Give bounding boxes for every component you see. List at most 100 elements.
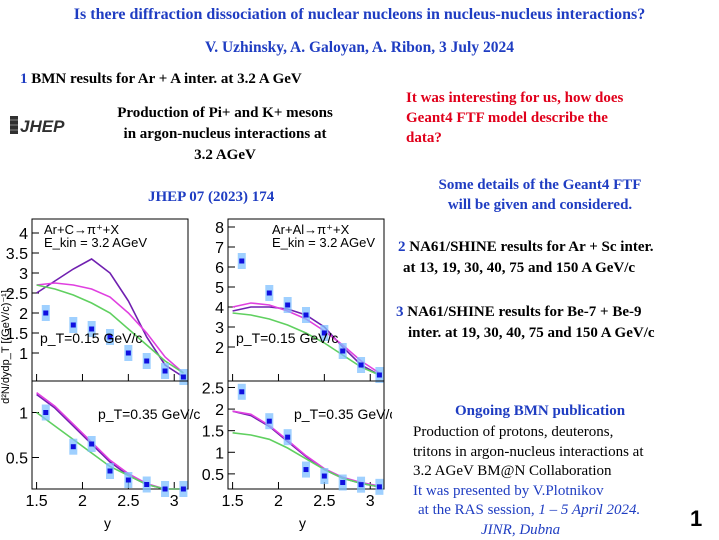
x-tick-label: 2.5 [313,493,335,510]
slide-title: Is there diffraction dissociation of nuc… [0,6,719,24]
ongoing-body: Production of protons, deuterons, triton… [413,423,644,540]
x-tick-label: 2 [274,493,283,510]
y-tick-label: 1 [215,445,224,462]
item2: 2 NA61/SHINE results for Ar + Sc inter. … [398,237,654,279]
data-point [144,482,149,487]
pt-label: p_T=0.35 GeV/c [294,406,392,422]
x-tick-label: 1.5 [25,493,47,510]
data-point [163,487,168,492]
y-tick-label: 1 [19,346,28,363]
y-tick-label: 7 [215,240,224,257]
pt-label: p_T=0.15 GeV/c [236,330,338,346]
x-tick-label: 3 [170,493,179,510]
details-text: Some details of the Geant4 FTF will be g… [395,175,685,215]
item3-line-1: NA61/SHINE results for Be-7 + Be-9 [407,304,641,320]
section1-heading: 1 BMN results for Ar + A inter. at 3.2 A… [20,70,302,89]
y-axis-label: d²N/dydp_T [(GeV/c)⁻¹] [0,290,12,404]
data-point [304,313,309,318]
production-line-3: 3.2 AGeV [80,145,370,166]
x-axis-label-right: y [299,515,306,531]
y-tick-label: 6 [215,260,224,277]
section1-heading-text: BMN results for Ar + A inter. at 3.2 A G… [31,71,302,87]
data-point [340,480,345,485]
data-point [267,419,272,424]
data-point [285,435,290,440]
data-point [126,351,131,356]
x-tick-label: 1.5 [221,493,243,510]
data-point [126,478,131,483]
question-line-1: It was interesting for us, how does [406,88,623,108]
item2-line-2: at 13, 19, 30, 40, 75 and 150 A GeV/c [398,258,654,279]
section1-number: 1 [20,71,28,87]
y-tick-label: 3 [19,266,28,283]
ongoing-line-1: Production of protons, deuterons, [413,423,644,443]
jhep-logo: JHEP [8,112,70,138]
question-line-2: Geant4 FTF model describe the [406,108,623,128]
jhep-logo-text: JHEP [20,117,65,136]
question-text: It was interesting for us, how does Gean… [406,88,623,148]
ongoing-session-prefix: at the RAS session, [418,502,538,518]
data-point [304,467,309,472]
details-line-2: will be given and considered. [395,195,685,215]
item3: 3 NA61/SHINE results for Be-7 + Be-9 int… [396,302,655,344]
y-tick-label: 8 [215,220,224,237]
data-point [181,375,186,380]
data-point [181,487,186,492]
x-tick-label: 2 [78,493,87,510]
data-point [43,410,48,415]
data-point [108,469,113,474]
y-tick-label: 3 [215,320,224,337]
data-point [359,363,364,368]
item2-line-1: NA61/SHINE results for Ar + Sc inter. [409,239,653,255]
energy-label: E_kin = 3.2 AGeV [272,235,375,250]
data-point [267,291,272,296]
ongoing-line-3: 3.2 AGeV BM@N Collaboration [413,462,644,482]
data-point [144,359,149,364]
question-line-3: data? [406,128,623,148]
x-axis-label-left: y [104,515,111,531]
y-tick-label: 0.5 [6,451,28,468]
ongoing-heading: Ongoing BMN publication [455,402,625,421]
y-tick-label: 1 [19,406,28,423]
ongoing-place: JINR, Dubna [413,521,644,540]
pt-label: p_T=0.15 GeV/c [40,330,142,346]
y-tick-label: 4 [215,300,224,317]
production-description: Production of Pi+ and K+ mesons in argon… [80,103,370,166]
data-point [89,442,94,447]
item2-number: 2 [398,239,406,255]
y-tick-label: 0.5 [202,467,224,484]
slide-authors: V. Uzhinsky, A. Galoyan, A. Ribon, 3 Jul… [0,39,719,57]
plot-ar-al-pt035: 0.5 1 1.5 2 2.5 1.5 2 2.5 3 p_T=0.35 GeV/c [202,380,392,510]
data-point [322,474,327,479]
y-tick-label: 2 [215,402,224,419]
ongoing-presented: It was presented by V.Plotnikov [413,482,644,502]
x-tick-label: 3 [366,493,375,510]
y-tick-label: 5 [215,280,224,297]
production-line-2: in argon-nucleus interactions at [80,124,370,145]
data-point [239,389,244,394]
data-point [340,349,345,354]
page-number: 1 [690,506,702,532]
data-point [285,303,290,308]
jhep-logo-graphic: JHEP [8,112,70,138]
ongoing-line-2: tritons in argon-nucleus interactions at [413,443,644,463]
ongoing-session-date: 1 – 5 April 2024. [538,502,640,518]
model-curve-purple [37,259,184,377]
data-point [71,323,76,328]
energy-label: E_kin = 3.2 AGeV [44,235,147,250]
data-point [377,373,382,378]
x-tick-label: 2.5 [117,493,139,510]
item3-line-2: inter. at 19, 30, 40, 75 and 150 A GeV/c [396,323,655,344]
details-line-1: Some details of the Geant4 FTF [395,175,685,195]
data-point [43,311,48,316]
item3-number: 3 [396,304,404,320]
y-tick-label: 1.5 [202,424,224,441]
y-tick-label: 3.5 [6,246,28,263]
production-line-1: Production of Pi+ and K+ mesons [80,103,370,124]
data-point [377,484,382,489]
y-tick-label: 4 [19,226,28,243]
y-tick-label: 2.5 [202,380,224,397]
